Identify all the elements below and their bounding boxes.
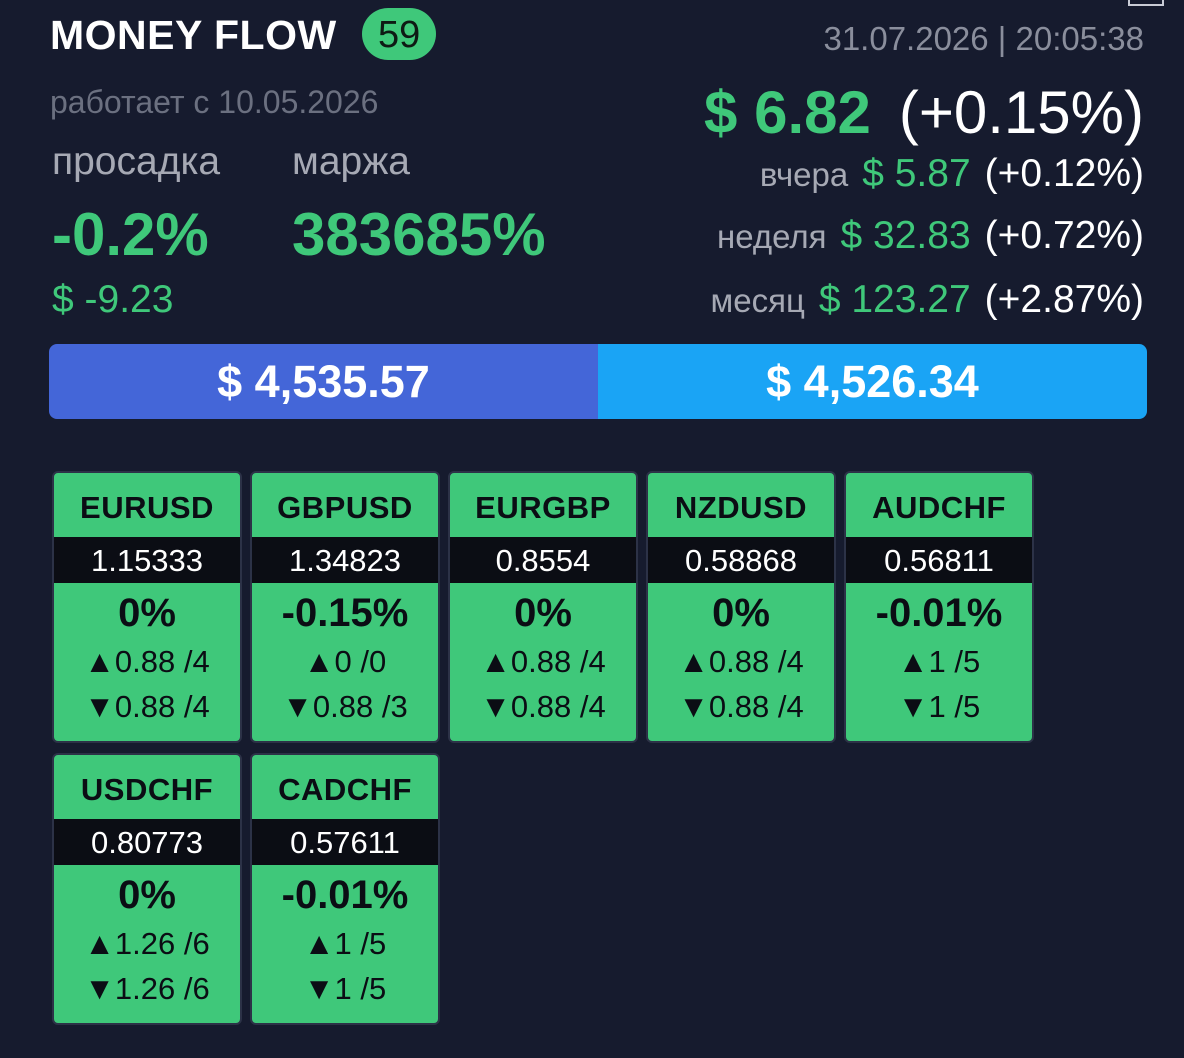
pair-symbol: CADCHF <box>278 772 412 807</box>
pair-card[interactable]: CADCHF 0.57611 -0.01% ▲1 /5 ▼1 /5 <box>250 753 440 1025</box>
pair-symbol: NZDUSD <box>674 490 808 525</box>
pair-symbol: GBPUSD <box>277 490 413 525</box>
drawdown-label: просадка <box>52 140 221 183</box>
stat-month-pct: (+2.87%) <box>984 278 1144 321</box>
stat-yesterday-usd: $ 5.87 <box>862 152 971 195</box>
pair-price: 0.80773 <box>54 819 240 865</box>
margin-label: маржа <box>292 140 410 183</box>
stat-week-label: неделя <box>717 218 827 255</box>
pair-cards: EURUSD 1.15333 0% ▲0.88 /4 ▼0.88 /4 GBPU… <box>52 471 1042 1025</box>
stat-month-label: месяц <box>710 282 805 319</box>
today-profit-usd: $ 6.82 <box>704 79 871 146</box>
pair-up-stats: ▲0.88 /4 <box>678 644 804 679</box>
today-profit-pct: (+0.15%) <box>898 79 1144 146</box>
pair-card[interactable]: GBPUSD 1.34823 -0.15% ▲0 /0 ▼0.88 /3 <box>250 471 440 743</box>
window-corner-icon <box>1128 0 1164 6</box>
stat-yesterday-label: вчера <box>759 156 849 193</box>
stat-month: месяц $ 123.27 (+2.87%) <box>711 278 1144 322</box>
pair-card[interactable]: NZDUSD 0.58868 0% ▲0.88 /4 ▼0.88 /4 <box>646 471 836 743</box>
balance-value: $ 4,535.57 <box>49 344 598 419</box>
pair-price: 0.8554 <box>450 537 636 583</box>
pair-price: 1.34823 <box>252 537 438 583</box>
drawdown-percent: -0.2% <box>52 201 209 268</box>
pair-symbol: EURGBP <box>475 490 611 525</box>
pair-down-stats: ▼1 /5 <box>897 689 981 724</box>
pair-symbol: USDCHF <box>80 772 214 807</box>
pair-symbol: AUDCHF <box>872 490 1006 525</box>
datetime: 31.07.2026 | 20:05:38 <box>823 20 1144 57</box>
pair-change: 0% <box>514 591 572 635</box>
pair-symbol: EURUSD <box>80 490 214 525</box>
pair-down-stats: ▼0.88 /4 <box>678 689 804 724</box>
pair-price: 0.58868 <box>648 537 834 583</box>
count-badge: 59 <box>362 8 437 60</box>
pair-up-stats: ▲0.88 /4 <box>84 644 210 679</box>
pair-down-stats: ▼0.88 /4 <box>480 689 606 724</box>
balance-bar: $ 4,535.57 $ 4,526.34 <box>49 344 1147 419</box>
pair-down-stats: ▼1.26 /6 <box>84 971 210 1006</box>
stat-yesterday-pct: (+0.12%) <box>984 152 1144 195</box>
pair-change: 0% <box>118 873 176 917</box>
stat-week-usd: $ 32.83 <box>840 214 971 257</box>
pair-card[interactable]: EURGBP 0.8554 0% ▲0.88 /4 ▼0.88 /4 <box>448 471 638 743</box>
stat-week-pct: (+0.72%) <box>984 214 1144 257</box>
pair-up-stats: ▲1.26 /6 <box>84 926 210 961</box>
pair-down-stats: ▼1 /5 <box>303 971 387 1006</box>
pair-up-stats: ▲0.88 /4 <box>480 644 606 679</box>
pair-change: 0% <box>712 591 770 635</box>
stat-week: неделя $ 32.83 (+0.72%) <box>717 214 1144 258</box>
pair-up-stats: ▲1 /5 <box>303 926 387 961</box>
drawdown-usd: $ -9.23 <box>52 278 174 321</box>
margin-percent: 383685% <box>292 201 546 268</box>
stat-month-usd: $ 123.27 <box>818 278 971 321</box>
pair-down-stats: ▼0.88 /4 <box>84 689 210 724</box>
pair-change: -0.01% <box>281 873 409 917</box>
pair-card[interactable]: AUDCHF 0.56811 -0.01% ▲1 /5 ▼1 /5 <box>844 471 1034 743</box>
pair-price: 0.57611 <box>252 819 438 865</box>
pair-up-stats: ▲1 /5 <box>897 644 981 679</box>
pair-change: -0.01% <box>875 591 1003 635</box>
today-profit: $ 6.82 (+0.15%) <box>704 78 1144 147</box>
pair-change: 0% <box>118 591 176 635</box>
pair-card[interactable]: USDCHF 0.80773 0% ▲1.26 /6 ▼1.26 /6 <box>52 753 242 1025</box>
pair-price: 0.56811 <box>846 537 1032 583</box>
pair-down-stats: ▼0.88 /3 <box>282 689 408 724</box>
equity-value: $ 4,526.34 <box>598 344 1147 419</box>
pair-up-stats: ▲0 /0 <box>303 644 387 679</box>
stat-yesterday: вчера $ 5.87 (+0.12%) <box>760 152 1144 196</box>
pair-card[interactable]: EURUSD 1.15333 0% ▲0.88 /4 ▼0.88 /4 <box>52 471 242 743</box>
app-title: MONEY FLOW <box>50 12 337 58</box>
pair-price: 1.15333 <box>54 537 240 583</box>
running-since: работает с 10.05.2026 <box>50 84 379 120</box>
pair-change: -0.15% <box>281 591 409 635</box>
